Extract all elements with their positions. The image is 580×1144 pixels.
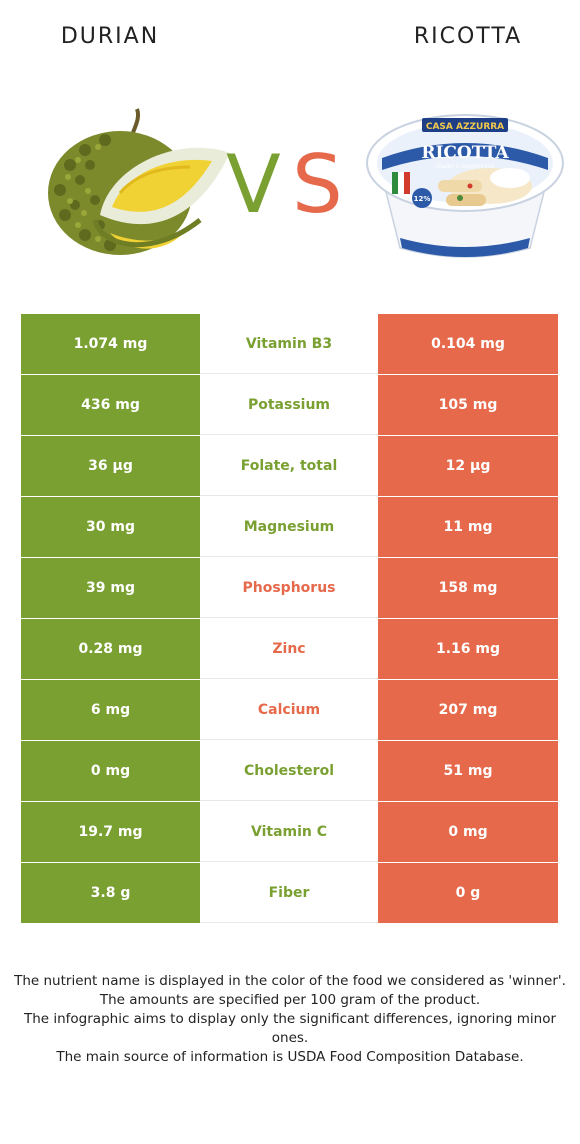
left-value: 39 mg [21, 558, 200, 618]
table-row: 30 mg Magnesium 11 mg [21, 497, 558, 558]
right-value: 158 mg [378, 558, 558, 618]
left-value: 0 mg [21, 741, 200, 801]
nutrient-name: Fiber [200, 863, 378, 923]
table-row: 39 mg Phosphorus 158 mg [21, 558, 558, 619]
nutrient-name: Phosphorus [200, 558, 378, 618]
nutrient-name: Folate, total [200, 436, 378, 496]
left-value: 30 mg [21, 497, 200, 557]
left-value: 3.8 g [21, 863, 200, 923]
table-row: 0 mg Cholesterol 51 mg [21, 741, 558, 802]
ricotta-badge-text: 12% [414, 195, 431, 203]
table-row: 6 mg Calcium 207 mg [21, 680, 558, 741]
table-row: 1.074 mg Vitamin B3 0.104 mg [21, 314, 558, 375]
table-row: 0.28 mg Zinc 1.16 mg [21, 619, 558, 680]
right-value: 0 g [378, 863, 558, 923]
left-value: 19.7 mg [21, 802, 200, 862]
nutrient-name: Potassium [200, 375, 378, 435]
footnote: The nutrient name is displayed in the co… [12, 972, 568, 1067]
ricotta-subtitle-text: Gusto e leggerezza [436, 163, 495, 170]
table-row: 436 mg Potassium 105 mg [21, 375, 558, 436]
vs-s-letter: S [292, 138, 343, 231]
left-value: 436 mg [21, 375, 200, 435]
left-value: 1.074 mg [21, 314, 200, 374]
nutrient-name: Vitamin B3 [200, 314, 378, 374]
footnote-line-4: The main source of information is USDA F… [56, 1049, 524, 1065]
nutrient-name: Cholesterol [200, 741, 378, 801]
table-row: 3.8 g Fiber 0 g [21, 863, 558, 923]
right-value: 0.104 mg [378, 314, 558, 374]
durian-fruit-icon [48, 108, 230, 255]
left-value: 6 mg [21, 680, 200, 740]
right-food-title: RICOTTA [413, 24, 523, 49]
nutrient-name: Zinc [200, 619, 378, 679]
nutrient-comparison-table: 1.074 mg Vitamin B3 0.104 mg 436 mg Potassiu… [21, 314, 558, 923]
vs-label: V S [226, 140, 356, 230]
right-value: 12 µg [378, 436, 558, 496]
left-value: 0.28 mg [21, 619, 200, 679]
right-value: 1.16 mg [378, 619, 558, 679]
vs-v-letter: V [226, 138, 281, 231]
right-value: 207 mg [378, 680, 558, 740]
ricotta-product-text: RICOTTA [421, 143, 509, 163]
right-value: 0 mg [378, 802, 558, 862]
right-value: 11 mg [378, 497, 558, 557]
right-value: 105 mg [378, 375, 558, 435]
footnote-line-2: The amounts are specified per 100 gram o… [99, 992, 481, 1008]
left-value: 36 µg [21, 436, 200, 496]
table-row: 36 µg Folate, total 12 µg [21, 436, 558, 497]
nutrient-name: Vitamin C [200, 802, 378, 862]
nutrient-name: Calcium [200, 680, 378, 740]
footnote-line-3: The infographic aims to display only the… [23, 1011, 557, 1046]
ricotta-brand-text: CASA AZZURRA [426, 122, 504, 132]
ricotta-container-icon: CASA AZZURRA RICOTTA Gusto e leggerezza … [366, 114, 564, 258]
left-food-title: DURIAN [60, 24, 160, 49]
nutrient-name: Magnesium [200, 497, 378, 557]
footnote-line-1: The nutrient name is displayed in the co… [14, 973, 566, 989]
right-value: 51 mg [378, 741, 558, 801]
